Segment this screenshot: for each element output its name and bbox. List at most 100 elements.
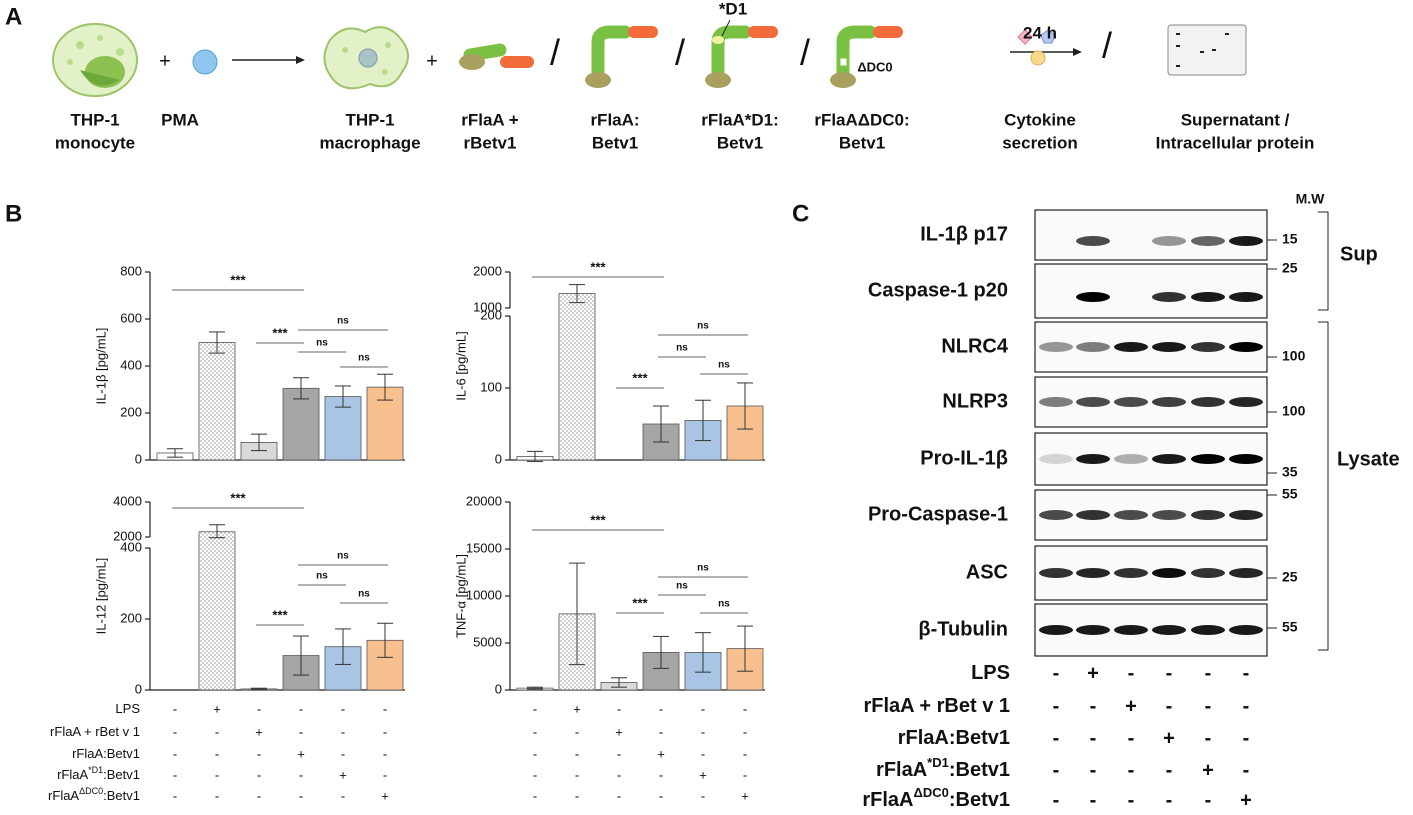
band — [1039, 568, 1073, 578]
condition-sign: - — [341, 724, 345, 739]
step-label: rFlaA + — [461, 110, 519, 129]
condition-sign: - — [617, 788, 621, 803]
significance-label: *** — [230, 490, 246, 505]
y-tick-label: 200 — [120, 610, 142, 625]
y-tick-label: 400 — [120, 539, 142, 554]
step-label: PMA — [161, 110, 199, 129]
band — [1114, 568, 1148, 578]
slash: / — [800, 32, 810, 73]
significance-label: ns — [697, 321, 709, 332]
condition-sign: - — [1090, 789, 1097, 811]
y-tick-label: 1000 — [473, 299, 502, 314]
blot-box — [1034, 545, 1268, 601]
condition-label-part: ΔDC0 — [79, 786, 103, 796]
condition-sign: + — [381, 788, 389, 803]
condition-sign: - — [659, 767, 663, 782]
significance-label: ns — [676, 343, 688, 354]
significance-label: *** — [590, 512, 606, 527]
band — [1152, 454, 1186, 464]
condition-label: rFlaA:Betv1 — [898, 727, 1010, 749]
condition-label-part: rFlaA — [862, 789, 913, 811]
condition-sign: - — [383, 767, 387, 782]
condition-sign: - — [575, 767, 579, 782]
protein-label: IL-1β p17 — [920, 223, 1008, 245]
condition-sign: + — [255, 724, 263, 739]
condition-sign: - — [383, 724, 387, 739]
step-label: rFlaAΔDC0: — [814, 110, 909, 129]
y-tick-label: 600 — [120, 310, 142, 325]
condition-sign: - — [173, 767, 177, 782]
condition-sign: - — [1243, 695, 1250, 717]
condition-label-part: :Betv1 — [103, 767, 140, 782]
significance-label: ns — [337, 551, 349, 562]
condition-sign: - — [701, 746, 705, 761]
condition-sign: - — [1090, 695, 1097, 717]
condition-sign: + — [657, 746, 665, 761]
condition-sign: - — [575, 746, 579, 761]
condition-sign: - — [299, 724, 303, 739]
condition-sign: - — [617, 746, 621, 761]
band — [1191, 342, 1225, 352]
condition-label: rFlaAΔDC0:Betv1 — [862, 785, 1010, 811]
condition-label-part: LPS — [115, 701, 140, 716]
protein-label: β-Tubulin — [918, 618, 1008, 640]
condition-label-part: :Betv1 — [949, 789, 1010, 811]
protein-label: Caspase-1 p20 — [868, 279, 1008, 301]
condition-sign: - — [341, 701, 345, 716]
condition-sign: + — [1087, 662, 1099, 684]
condition-label-part: ΔDC0 — [914, 785, 949, 800]
condition-label: rFlaA*D1:Betv1 — [57, 765, 140, 782]
condition-sign: - — [173, 701, 177, 716]
panel-letter: A — [5, 3, 22, 30]
step-label: Betv1 — [592, 133, 638, 152]
bar — [198, 342, 236, 461]
y-tick-label: 0 — [495, 451, 502, 466]
condition-sign: - — [299, 767, 303, 782]
condition-sign: - — [257, 767, 261, 782]
band — [1152, 568, 1186, 578]
condition-sign: + — [699, 767, 707, 782]
group-label: Lysate — [1337, 448, 1400, 470]
band — [1114, 510, 1148, 520]
condition-sign: - — [1166, 695, 1173, 717]
band — [1191, 397, 1225, 407]
mw-label: 25 — [1282, 569, 1298, 585]
slash: / — [675, 32, 685, 73]
condition-label: rFlaA + rBet v 1 — [50, 724, 140, 739]
y-axis-title: IL-6 [pg/mL] — [453, 331, 468, 400]
condition-sign: - — [1053, 759, 1060, 781]
condition-sign: - — [1053, 727, 1060, 749]
blot-box — [1034, 321, 1268, 373]
condition-sign: + — [213, 701, 221, 716]
condition-sign: - — [1090, 727, 1097, 749]
y-axis-title: TNF-α [pg/mL] — [453, 554, 468, 638]
band — [1191, 292, 1225, 302]
condition-sign: - — [1166, 759, 1173, 781]
condition-label-part: rFlaA:Betv1 — [72, 746, 140, 761]
condition-sign: - — [215, 767, 219, 782]
y-tick-label: 0 — [135, 681, 142, 696]
step-label: Intracellular protein — [1156, 133, 1315, 152]
condition-label: rFlaA:Betv1 — [72, 746, 140, 761]
condition-label-part: LPS — [971, 662, 1010, 684]
slash: / — [550, 32, 560, 73]
condition-sign: - — [215, 788, 219, 803]
y-tick-label: 100 — [480, 379, 502, 394]
band — [1229, 397, 1263, 407]
band — [1152, 397, 1186, 407]
condition-sign: - — [257, 701, 261, 716]
significance-label: ns — [316, 338, 328, 349]
condition-label: rFlaAΔDC0:Betv1 — [48, 786, 140, 803]
condition-sign: - — [173, 788, 177, 803]
panel-letter: C — [792, 200, 809, 227]
mw-label: 25 — [1282, 260, 1298, 276]
condition-sign: - — [257, 788, 261, 803]
condition-sign: + — [1202, 759, 1214, 781]
condition-sign: - — [1090, 759, 1097, 781]
significance-label: ns — [718, 599, 730, 610]
band — [1191, 510, 1225, 520]
condition-sign: - — [383, 701, 387, 716]
protein-label: Pro-Caspase-1 — [868, 503, 1008, 525]
